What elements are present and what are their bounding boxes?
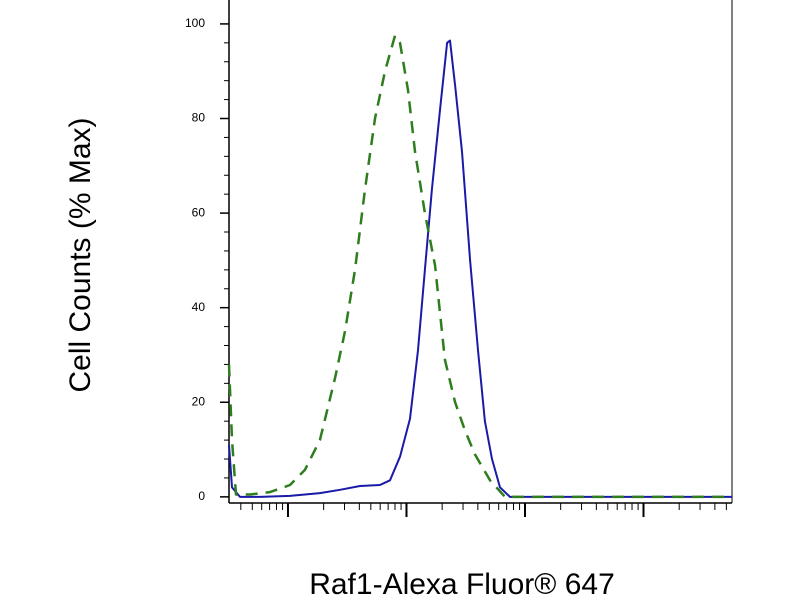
y-tick-label: 100 [185,16,205,30]
x-axis-label: Raf1-Alexa Fluor® 647 [309,568,615,600]
y-tick-label: 80 [192,111,206,125]
y-tick-label: 0 [198,489,205,503]
y-tick-label: 60 [192,205,206,219]
y-tick-label: 40 [192,300,206,314]
series-line [227,34,732,499]
y-tick-label: 20 [192,394,206,408]
series-line [228,39,732,498]
y-axis-label: Cell Counts (% Max) [64,117,97,392]
